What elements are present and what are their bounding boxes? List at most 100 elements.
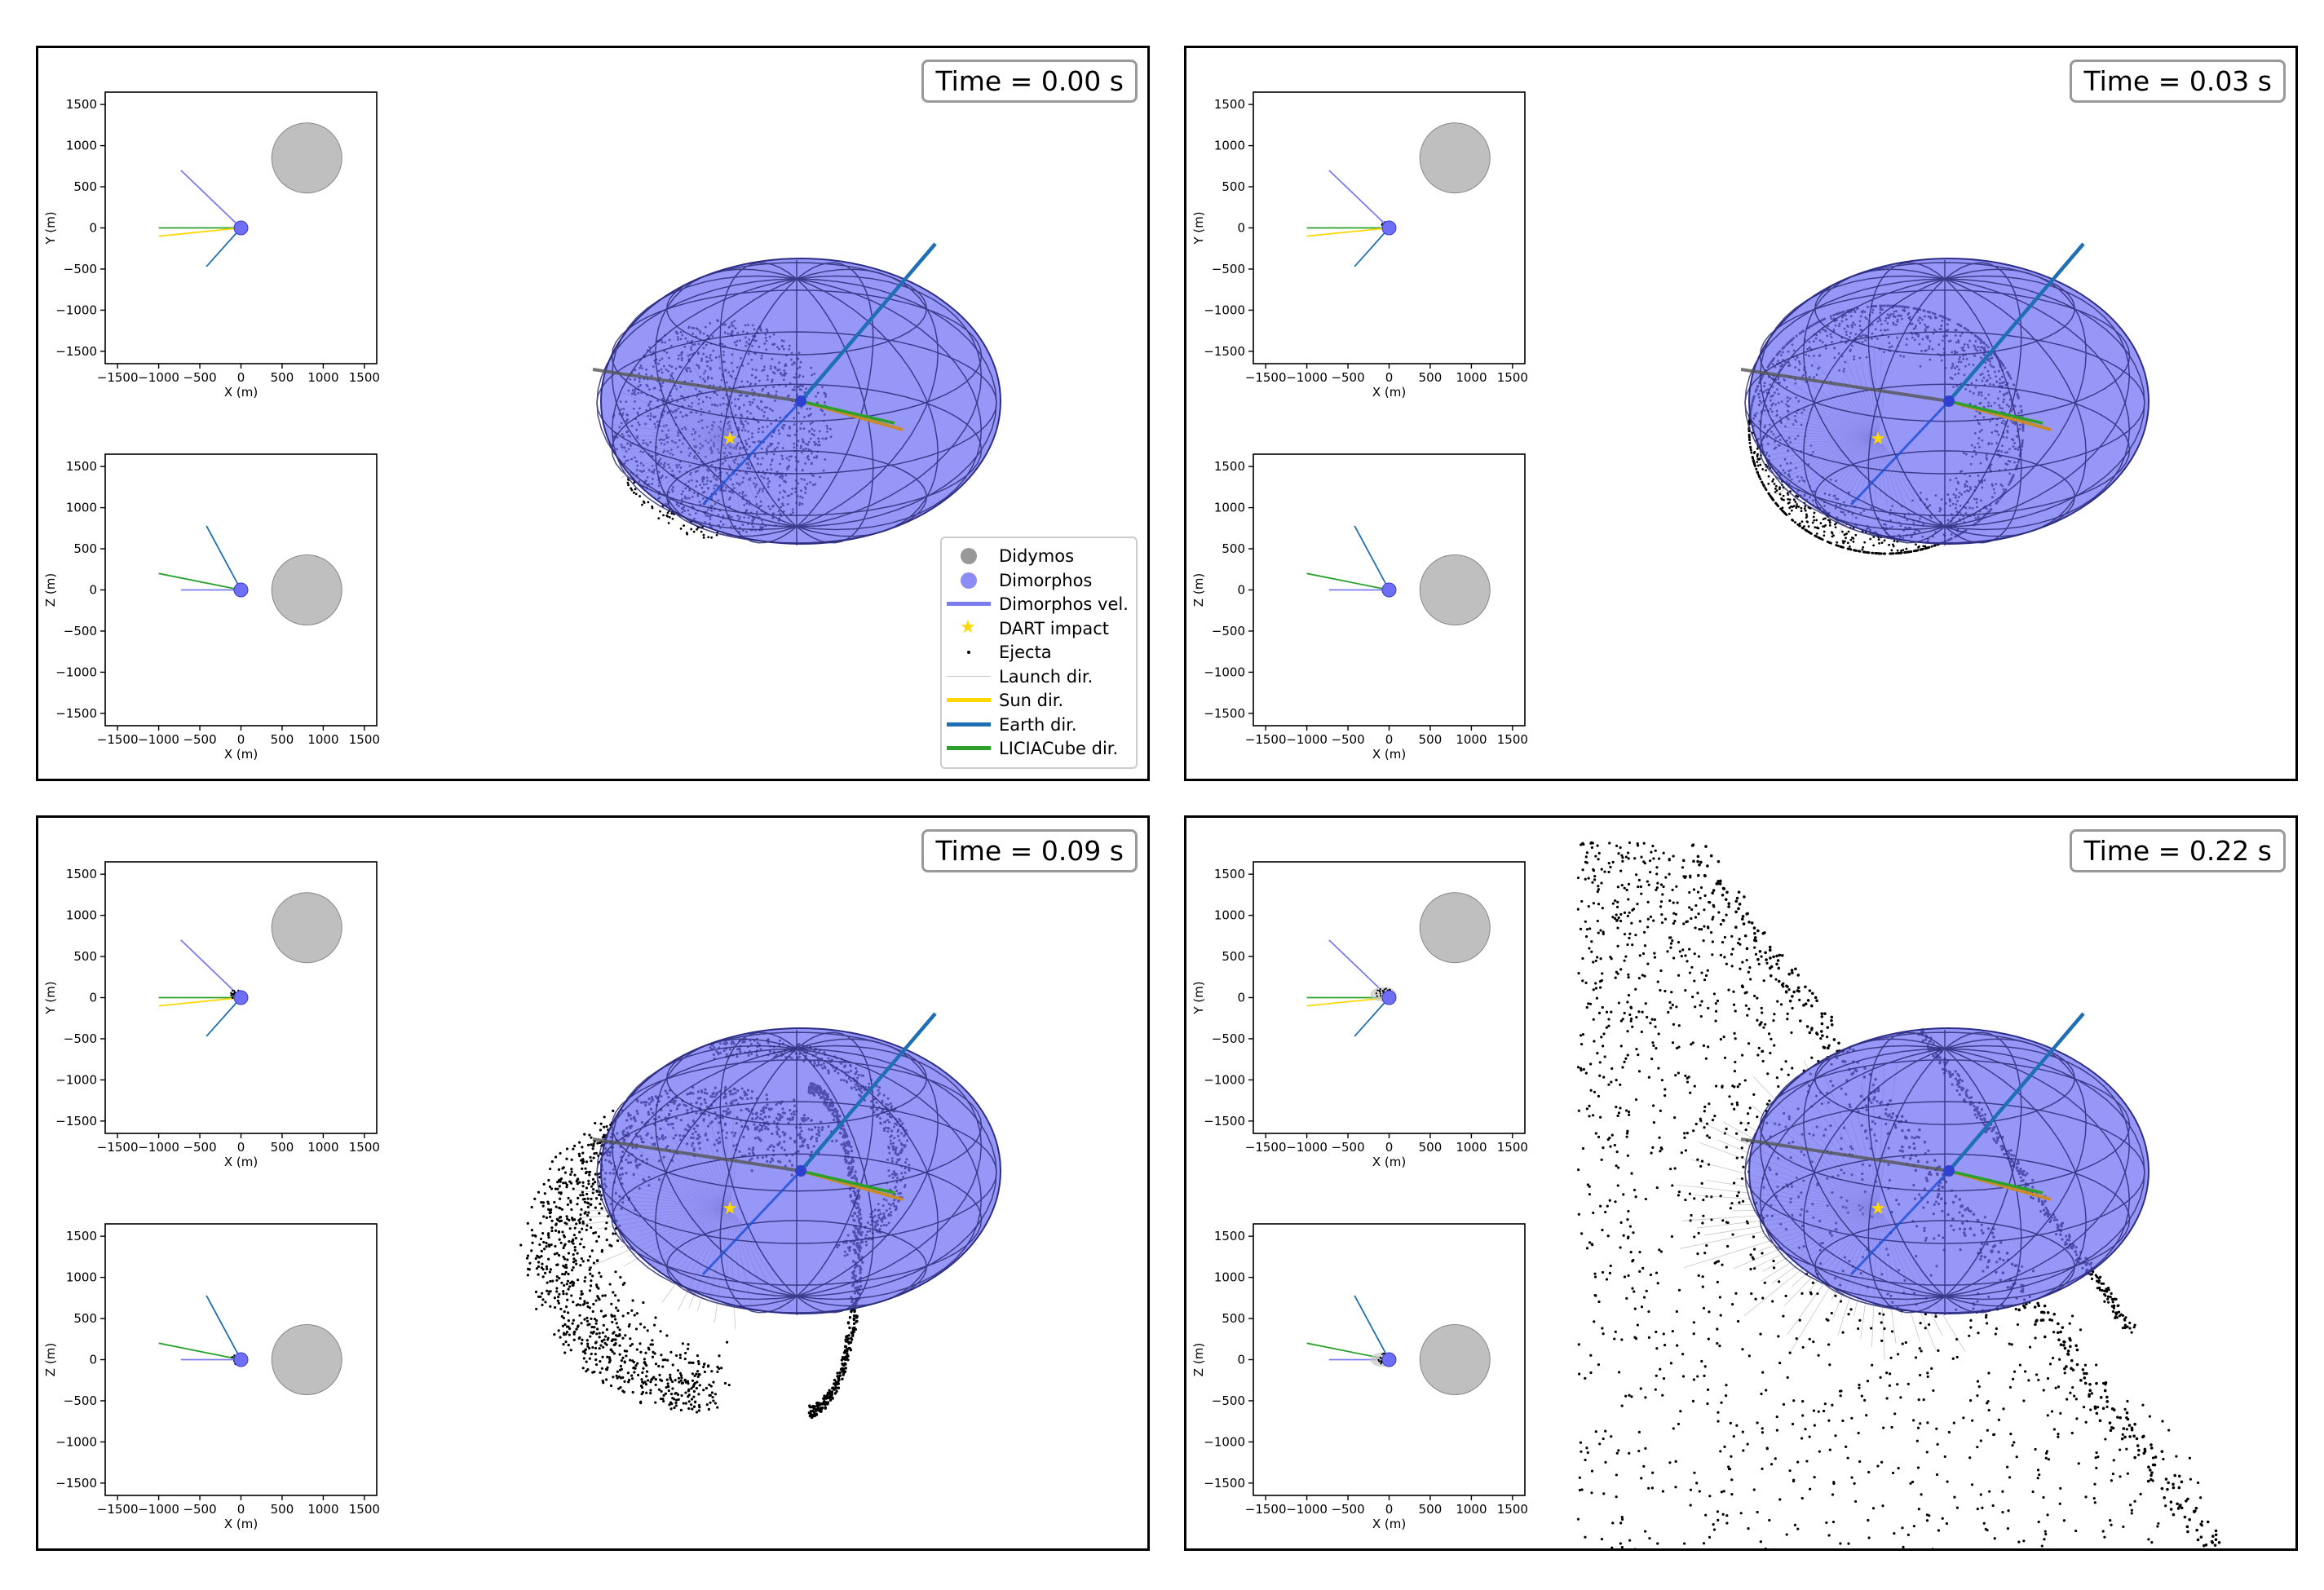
ejecta-point bbox=[1871, 551, 1875, 554]
ejecta-point bbox=[526, 1221, 529, 1225]
inset-chart-xz: −1500 −1000 −500 0 500 1000 1500 −1500 −1000 −500… bbox=[1186, 446, 1562, 772]
ejecta-point bbox=[602, 1323, 605, 1327]
ejecta-point bbox=[538, 1243, 541, 1247]
ejecta-point bbox=[593, 1326, 596, 1329]
ejecta-point bbox=[547, 1243, 550, 1247]
ejecta-point bbox=[625, 1354, 628, 1358]
ejecta-point bbox=[1922, 545, 1925, 548]
ejecta-point bbox=[580, 1322, 583, 1325]
ejecta-point bbox=[673, 1398, 676, 1401]
ejecta-point bbox=[1914, 549, 1917, 552]
ejecta-point bbox=[696, 1360, 700, 1363]
ejecta-point bbox=[578, 1141, 581, 1144]
ejecta-point bbox=[565, 1283, 568, 1286]
ejecta-point bbox=[546, 1257, 550, 1261]
ejecta-point bbox=[696, 1380, 699, 1384]
ejecta-point bbox=[666, 1358, 669, 1362]
ejecta-point bbox=[1857, 550, 1860, 553]
ejecta-point bbox=[599, 1128, 603, 1132]
ejecta-point bbox=[635, 1312, 638, 1315]
ejecta-point bbox=[1900, 550, 1902, 552]
panel-3: ★ −1500 −1000 −500 0 500 1000 1500 −1500 −1000 −50… bbox=[36, 815, 1150, 1551]
ejecta-point bbox=[525, 1257, 529, 1260]
ejecta-point bbox=[1747, 433, 1751, 436]
ejecta-point bbox=[630, 1309, 634, 1312]
ejecta-point bbox=[690, 1398, 694, 1401]
ejecta-point bbox=[553, 1252, 557, 1256]
ejecta-point bbox=[555, 1275, 559, 1279]
ejecta-point bbox=[550, 1219, 554, 1222]
ejecta-point bbox=[550, 1226, 554, 1230]
time-label: Time = 0.00 s bbox=[921, 60, 1138, 103]
ejecta-point bbox=[590, 1203, 593, 1206]
y-tick-label: −500 bbox=[1212, 262, 1245, 276]
ejecta-point bbox=[1872, 544, 1876, 547]
ejecta-point bbox=[593, 1317, 597, 1321]
ejecta-point bbox=[1747, 421, 1751, 424]
ejecta-point bbox=[679, 1379, 683, 1382]
ejecta-point bbox=[616, 1376, 619, 1380]
legend-label: LICIACube dir. bbox=[999, 739, 1119, 759]
ejecta-point bbox=[684, 1351, 687, 1355]
ejecta-point bbox=[633, 1371, 636, 1374]
ejecta-point bbox=[1924, 545, 1927, 548]
inset-svg: −1500 −1000 −500 0 500 1000 1500−1500−1000−500… bbox=[1191, 453, 1528, 762]
x-tick-label: 500 bbox=[271, 732, 294, 747]
ejecta-point bbox=[621, 1336, 625, 1340]
ejecta-point bbox=[571, 1322, 574, 1325]
ejecta-point bbox=[1774, 487, 1777, 490]
x-tick-label: −1000 bbox=[1286, 370, 1328, 385]
ejecta-point bbox=[591, 1371, 594, 1374]
ejecta-point bbox=[617, 1387, 621, 1390]
ejecta-point bbox=[692, 1389, 696, 1393]
ejecta-point bbox=[629, 1344, 632, 1348]
ejecta-point bbox=[558, 1292, 561, 1296]
ejecta-point bbox=[702, 533, 705, 537]
ejecta-point bbox=[589, 1272, 592, 1275]
ejecta-point bbox=[631, 1377, 634, 1380]
ejecta-point bbox=[1906, 550, 1910, 554]
y-tick-label: 500 bbox=[73, 179, 97, 194]
ejecta-point bbox=[576, 1182, 579, 1186]
y-tick-label: 500 bbox=[1222, 541, 1245, 556]
ejecta-point bbox=[547, 1232, 550, 1235]
ejecta-point bbox=[563, 1235, 567, 1239]
ejecta-point bbox=[1768, 492, 1771, 496]
ejecta-point bbox=[697, 1362, 700, 1366]
ejecta-point bbox=[599, 1360, 602, 1363]
ejecta-point bbox=[1919, 548, 1922, 551]
ejecta-point bbox=[559, 1180, 562, 1183]
y-tick-label: −1000 bbox=[1204, 665, 1245, 679]
ejecta-point bbox=[605, 1239, 608, 1242]
ejecta-point bbox=[1828, 541, 1831, 545]
ejecta-point bbox=[563, 1243, 566, 1248]
ejecta-point bbox=[586, 1205, 590, 1208]
ejecta-point bbox=[594, 1151, 598, 1155]
ejecta-point bbox=[705, 1386, 709, 1390]
ejecta-point bbox=[662, 1399, 665, 1403]
ejecta-point bbox=[519, 1243, 523, 1247]
ejecta-point bbox=[561, 1230, 564, 1234]
ejecta-point bbox=[567, 1272, 570, 1276]
ejecta-point bbox=[562, 1292, 565, 1296]
ejecta-point bbox=[580, 1290, 583, 1293]
sun-dir-line bbox=[1306, 227, 1390, 237]
ejecta-point bbox=[595, 1332, 599, 1336]
ejecta-point bbox=[559, 1307, 563, 1310]
y-tick-label: 0 bbox=[1237, 221, 1245, 236]
ejecta-point bbox=[1891, 552, 1894, 555]
ejecta-point bbox=[1903, 551, 1906, 554]
ejecta-point bbox=[666, 511, 669, 515]
ejecta-point bbox=[1812, 515, 1815, 519]
ejecta-point bbox=[693, 1401, 697, 1404]
ejecta-point bbox=[612, 1376, 615, 1379]
ejecta-point bbox=[1769, 494, 1772, 497]
y-tick-label: 1000 bbox=[1214, 139, 1245, 153]
ejecta-point bbox=[1759, 463, 1762, 466]
ejecta-point bbox=[641, 1371, 644, 1374]
ejecta-point bbox=[651, 1355, 655, 1358]
legend-swatch-thin-line bbox=[947, 669, 991, 685]
ejecta-point bbox=[546, 1267, 549, 1270]
ejecta-point bbox=[614, 1338, 617, 1341]
ejecta-point bbox=[1921, 547, 1924, 550]
